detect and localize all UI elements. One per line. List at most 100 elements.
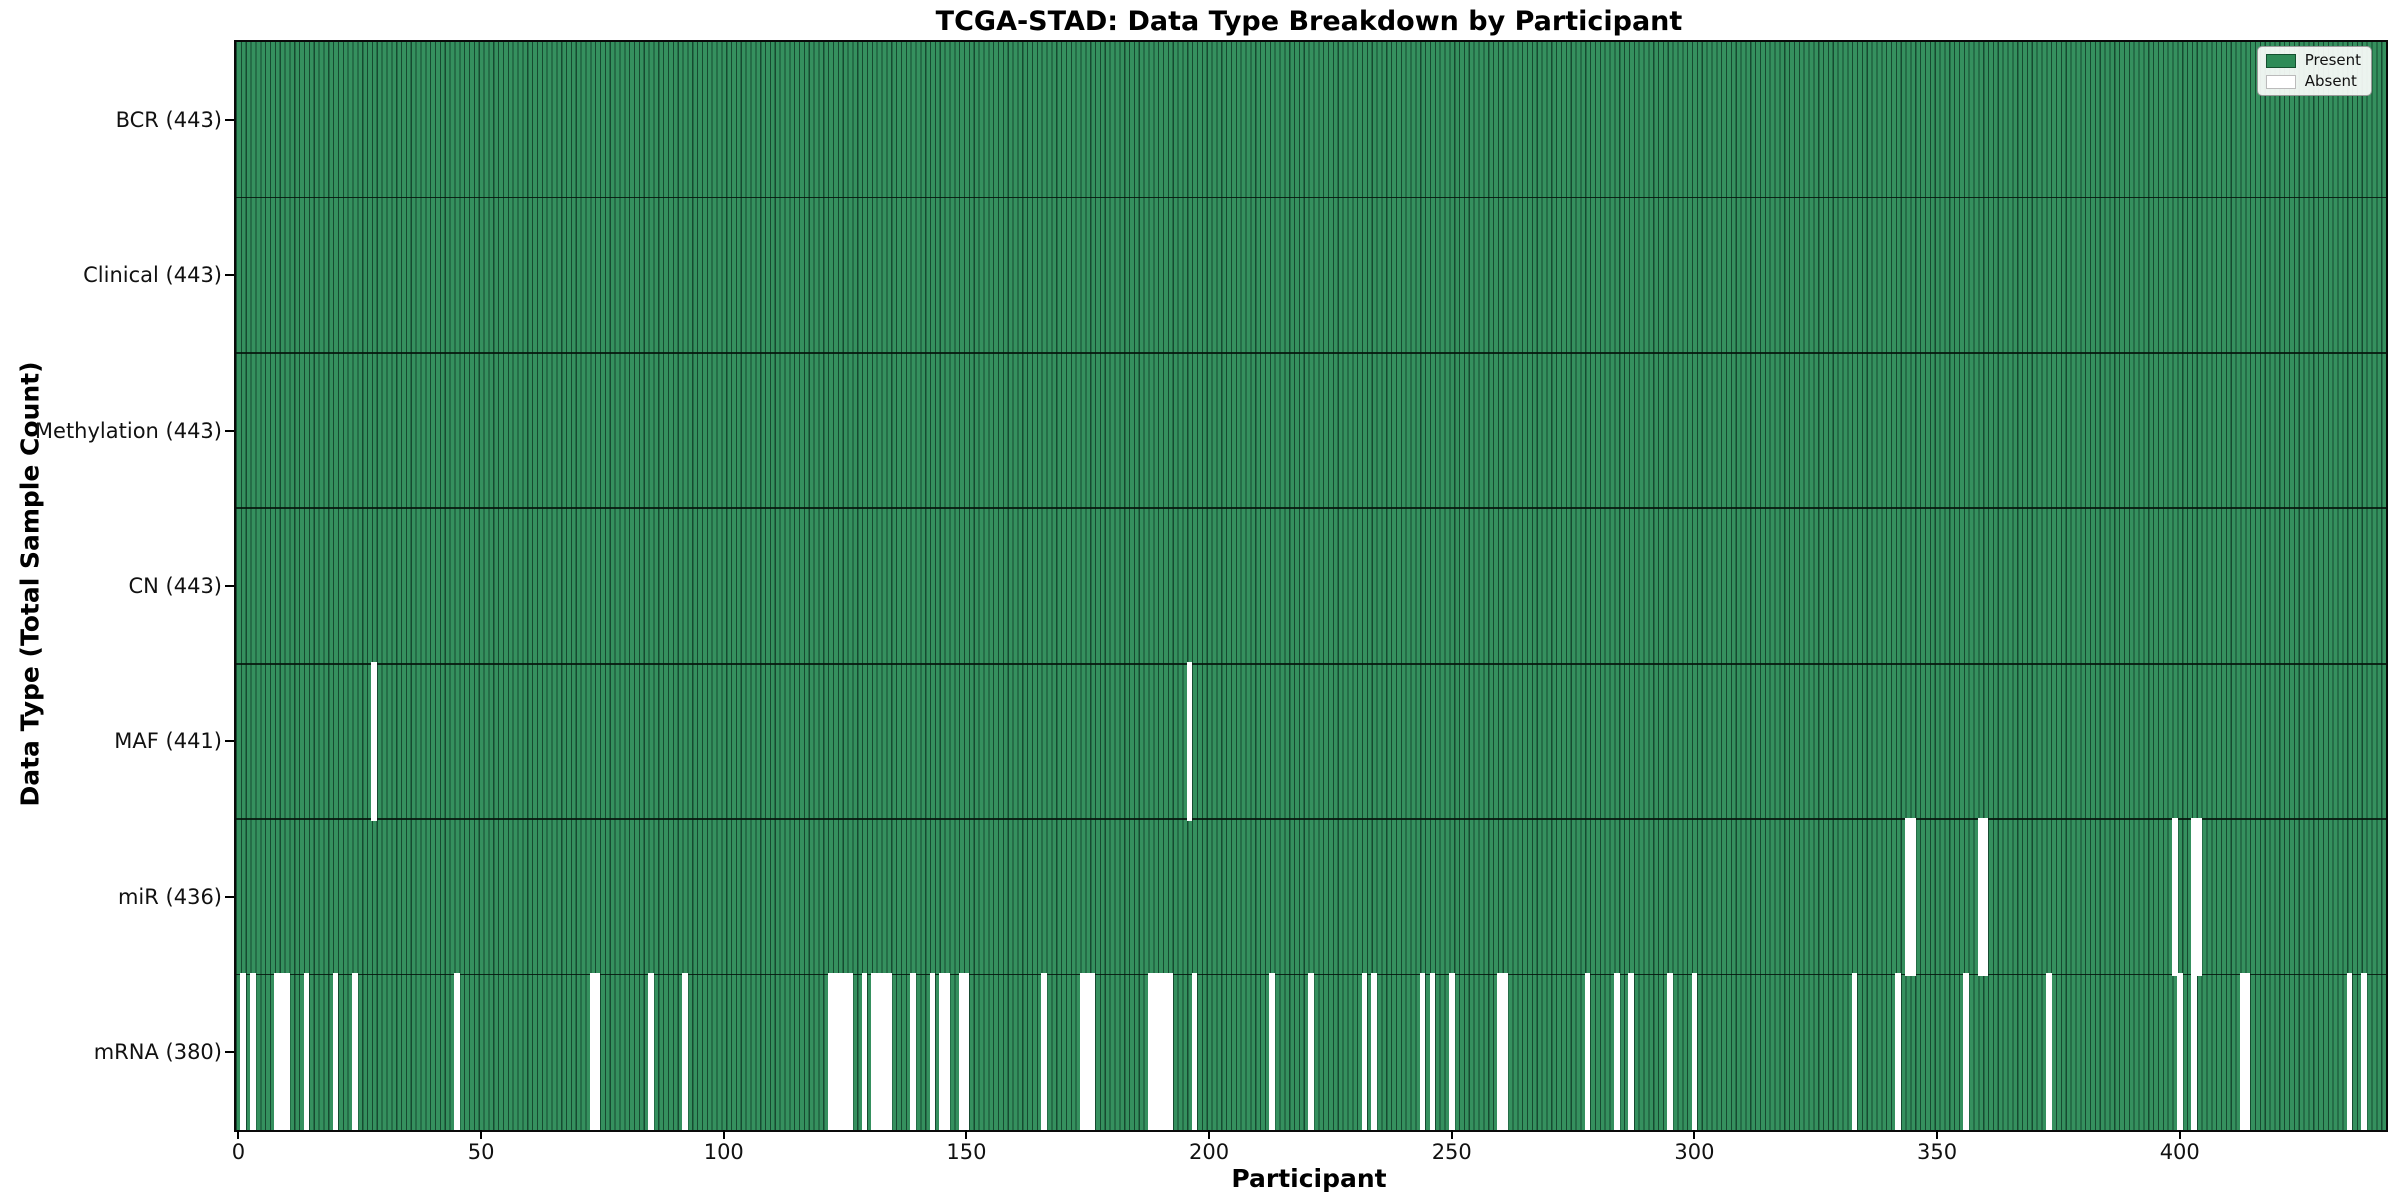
- legend-label: Absent: [2304, 72, 2357, 90]
- legend: Present Absent: [2256, 46, 2372, 96]
- absent-stripe: [2244, 972, 2251, 1130]
- x-tick-label: 150: [946, 1140, 987, 1164]
- y-tick-label-bcr: BCR (443): [115, 107, 222, 132]
- absent-stripe: [1167, 972, 1174, 1130]
- absent-stripe: [881, 972, 887, 1130]
- absent-stripe: [2240, 972, 2246, 1130]
- absent-stripe: [827, 972, 834, 1130]
- absent-stripe: [929, 972, 936, 1130]
- x-tick-label: 350: [1917, 1140, 1958, 1164]
- absent-stripe: [832, 972, 839, 1130]
- absent-stripe: [1613, 972, 1620, 1130]
- plot-area: [234, 40, 2388, 1132]
- x-tick-mark: [1693, 1130, 1696, 1139]
- y-tick-mark: [225, 118, 234, 121]
- heatmap-row-bcr: [236, 42, 2386, 198]
- absent-stripe: [958, 972, 965, 1130]
- absent-stripe: [1584, 972, 1591, 1130]
- absent-stripe: [1905, 817, 1911, 977]
- absent-stripe: [2196, 817, 2202, 977]
- absent-stripe: [871, 972, 878, 1130]
- heatmap-row-methylation: [236, 352, 2386, 509]
- absent-stripe: [2045, 972, 2052, 1130]
- absent-stripe: [1089, 972, 1096, 1130]
- chart-title: TCGA-STAD: Data Type Breakdown by Partic…: [935, 6, 1683, 37]
- absent-stripe: [1977, 817, 1984, 977]
- absent-stripe: [2361, 972, 2367, 1130]
- y-tick-mark: [225, 1051, 234, 1054]
- absent-stripe: [1502, 972, 1508, 1130]
- absent-stripe: [939, 972, 945, 1130]
- legend-swatch-absent: [2265, 74, 2296, 89]
- absent-stripe: [352, 972, 358, 1130]
- absent-stripe: [1963, 972, 1969, 1130]
- y-tick-label-mir: miR (436): [117, 884, 222, 909]
- absent-stripe: [876, 972, 882, 1130]
- legend-swatch-present: [2265, 53, 2296, 68]
- absent-stripe: [1269, 972, 1275, 1130]
- absent-stripe: [453, 972, 460, 1130]
- absent-stripe: [2191, 817, 2198, 977]
- x-tick-label: 300: [1674, 1140, 1715, 1164]
- absent-stripe: [885, 972, 892, 1130]
- y-tick-mark: [225, 429, 234, 432]
- x-tick-label: 250: [1431, 1140, 1472, 1164]
- absent-stripe: [1157, 972, 1164, 1130]
- absent-stripe: [1448, 972, 1455, 1130]
- absent-stripe: [1628, 972, 1635, 1130]
- absent-stripe: [1080, 972, 1086, 1130]
- absent-stripe: [589, 972, 596, 1130]
- heatmap-row-mir: [236, 819, 2386, 975]
- absent-stripe: [1895, 972, 1902, 1130]
- y-tick-mark: [225, 740, 234, 743]
- y-tick-label-methylation: Methylation (443): [34, 418, 222, 443]
- absent-stripe: [332, 972, 339, 1130]
- row-separator: [236, 196, 2386, 199]
- y-tick-mark: [225, 274, 234, 277]
- absent-stripe: [1162, 972, 1169, 1130]
- absent-stripe: [1361, 972, 1368, 1130]
- absent-stripe: [1308, 972, 1314, 1130]
- x-tick-label: 200: [1189, 1140, 1230, 1164]
- absent-stripe: [274, 972, 281, 1130]
- row-separator: [236, 662, 2386, 665]
- row-separator: [236, 352, 2386, 354]
- absent-stripe: [1152, 972, 1159, 1130]
- absent-stripe: [963, 972, 970, 1130]
- x-tick-label: 50: [467, 1140, 495, 1164]
- legend-label: Present: [2304, 51, 2361, 69]
- absent-stripe: [682, 972, 688, 1130]
- x-tick-mark: [1450, 1130, 1453, 1139]
- absent-stripe: [837, 972, 844, 1130]
- x-tick-mark: [237, 1130, 240, 1139]
- x-tick-label: 100: [703, 1140, 744, 1164]
- absent-stripe: [2176, 972, 2183, 1130]
- absent-stripe: [1982, 817, 1989, 977]
- absent-stripe: [1667, 972, 1673, 1130]
- absent-stripe: [1148, 972, 1154, 1130]
- absent-stripe: [1419, 972, 1426, 1130]
- absent-stripe: [1851, 972, 1858, 1130]
- absent-stripe: [910, 972, 916, 1130]
- x-tick-mark: [965, 1130, 968, 1139]
- absent-stripe: [1186, 662, 1193, 821]
- absent-stripe: [2191, 972, 2198, 1130]
- absent-stripe: [648, 972, 654, 1130]
- absent-stripe: [1497, 972, 1504, 1130]
- absent-stripe: [279, 972, 285, 1130]
- x-tick-label: 0: [231, 1140, 246, 1164]
- legend-entry: Present: [2265, 51, 2361, 69]
- absent-stripe: [847, 972, 853, 1130]
- x-tick-mark: [480, 1130, 483, 1139]
- absent-stripe: [1691, 972, 1698, 1130]
- y-tick-label-mrna: mRNA (380): [93, 1040, 222, 1065]
- absent-stripe: [1041, 972, 1047, 1130]
- heatmap-row-cn: [236, 508, 2386, 664]
- x-axis-label: Participant: [1231, 1164, 1387, 1193]
- absent-stripe: [1191, 972, 1198, 1130]
- heatmap-grid: [236, 42, 2386, 1130]
- row-separator: [236, 507, 2386, 510]
- absent-stripe: [1371, 972, 1377, 1130]
- heatmap-row-maf: [236, 663, 2386, 820]
